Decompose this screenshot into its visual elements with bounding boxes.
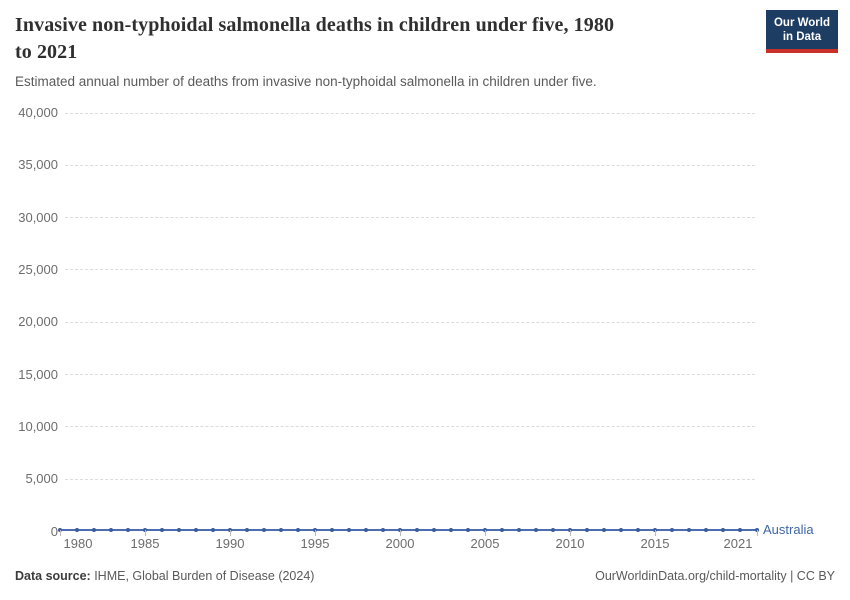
y-axis-tick-label: 0 [50,523,58,539]
data-point-marker [109,527,113,532]
x-axis-tick [654,530,656,536]
data-point-marker [296,527,300,532]
y-axis-tick-label: 25,000 [18,261,58,277]
data-point-marker [636,527,640,532]
x-axis-tick [314,530,316,536]
gridline [65,217,755,219]
data-point-marker [330,527,334,532]
x-axis-tick-label: 1995 [300,536,330,551]
data-point-marker [432,527,436,532]
gridline [65,112,755,114]
owid-logo-line2: in Data [782,31,822,43]
data-point-marker [245,527,249,532]
owid-logo-line1: Our World [773,17,830,29]
footer-links: OurWorldinData.org/child-mortality | CC … [595,569,835,583]
gridline [65,321,755,323]
data-point-marker [483,527,487,532]
x-axis-tick [756,530,758,536]
owid-link[interactable]: OurWorldinData.org/child-mortality [595,569,787,583]
footer-divider: | [786,569,797,583]
data-point-marker [517,527,521,532]
data-source-label: Data source: [15,569,91,583]
x-axis-tick-label: 1980 [63,536,93,551]
owid-logo[interactable]: Our World in Data [765,10,838,53]
y-axis-tick-label: 15,000 [18,366,58,382]
x-axis-tick [59,530,61,536]
data-point-marker [177,527,181,532]
x-axis-tick-label: 1985 [130,536,160,551]
gridline [65,426,755,428]
x-axis-tick-label: 2000 [385,536,415,551]
data-point-marker [381,527,385,532]
data-point-marker [262,527,266,532]
data-point-marker [755,527,759,532]
license-cc-by[interactable]: CC BY [796,569,835,583]
data-point-marker [738,527,742,532]
data-point-marker [364,527,368,532]
data-point-marker [500,527,504,532]
x-axis-tick-label: 2021 [723,536,753,551]
data-point-marker [415,527,419,532]
data-point-marker [568,527,572,532]
data-point-marker [534,527,538,532]
gridline [65,374,755,376]
data-point-marker [347,527,351,532]
y-axis-tick-label: 35,000 [18,157,58,173]
x-axis-tick-label: 2005 [470,536,500,551]
y-axis-tick-label: 30,000 [18,209,58,225]
data-point-marker [126,527,130,532]
data-point-marker [228,527,232,532]
data-point-marker [398,527,402,532]
data-point-marker [279,527,283,532]
x-axis-tick [144,530,146,536]
data-source: Data source: IHME, Global Burden of Dise… [15,569,314,583]
x-axis-tick [399,530,401,536]
x-axis-tick [484,530,486,536]
data-point-marker [551,527,555,532]
data-point-marker [653,527,657,532]
data-point-marker [143,527,147,532]
chart-title-line1: Invasive non-typhoidal salmonella deaths… [15,14,615,36]
data-point-marker [92,527,96,532]
gridline [65,164,755,166]
y-axis-tick-label: 5,000 [25,471,58,487]
x-axis-tick-label: 2010 [555,536,585,551]
data-source-text: IHME, Global Burden of Disease (2024) [90,569,315,583]
data-point-marker [194,527,198,532]
data-point-marker [704,527,708,532]
data-point-marker [466,527,470,532]
gridline [65,478,755,480]
y-axis-tick-label: 40,000 [18,105,58,120]
data-point-marker [313,527,317,532]
series-label-australia[interactable]: Australia [763,521,814,537]
data-point-marker [687,527,691,532]
chart-footer: Data source: IHME, Global Burden of Dise… [15,569,835,583]
x-axis-tick-label: 2015 [640,536,670,551]
y-axis-tick-label: 20,000 [18,314,58,330]
data-point-marker [670,527,674,532]
series-line-australia [58,528,759,531]
data-point-marker [58,527,62,532]
data-point-marker [211,527,215,532]
data-point-marker [585,527,589,532]
x-axis-tick [229,530,231,536]
y-axis-tick-label: 10,000 [18,418,58,434]
data-point-marker [602,527,606,532]
data-point-marker [619,527,623,532]
x-axis-tick [569,530,571,536]
x-axis-tick-label: 1990 [215,536,245,551]
chart-subtitle: Estimated annual number of deaths from i… [15,74,597,89]
data-point-marker [75,527,79,532]
chart-title: Invasive non-typhoidal salmonella deaths… [15,12,735,66]
gridline [65,269,755,271]
data-point-marker [160,527,164,532]
data-point-marker [449,527,453,532]
data-point-marker [721,527,725,532]
chart-title-line2: to 2021 [15,41,78,63]
